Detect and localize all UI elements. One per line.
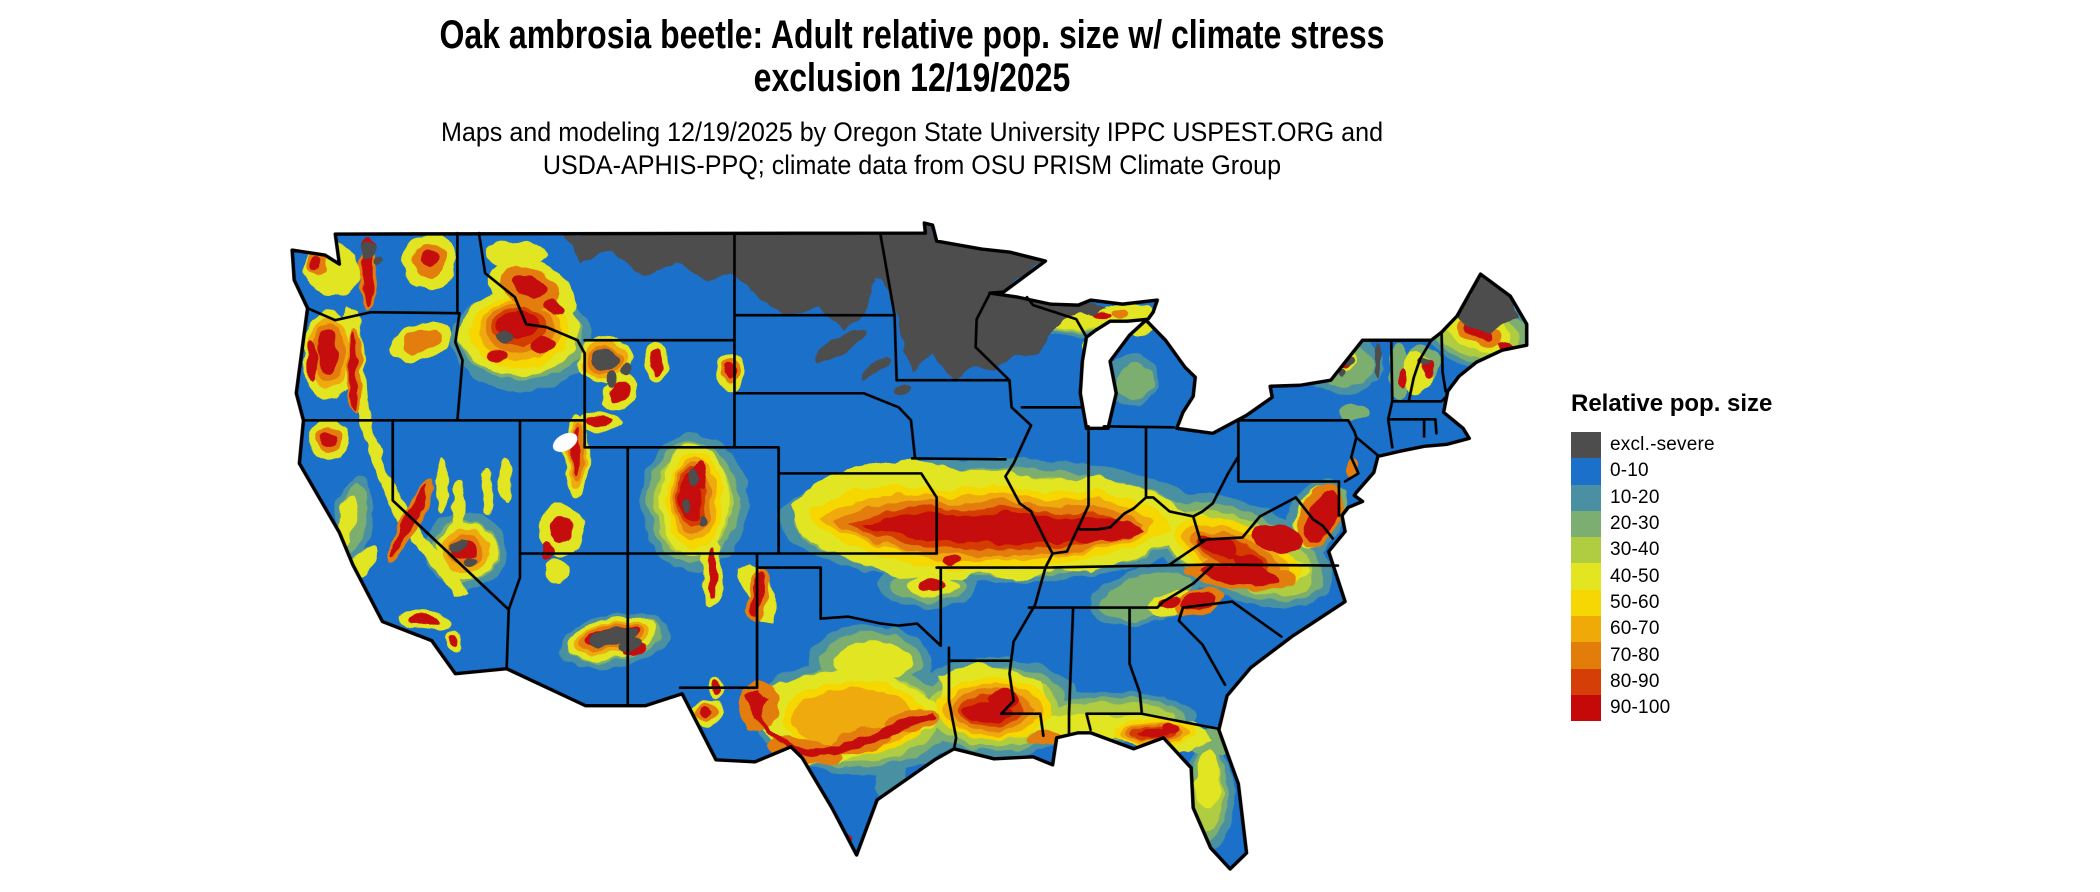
legend-item: 10-20	[1571, 484, 1831, 511]
legend-item: 70-80	[1571, 642, 1831, 669]
legend-label: 0-10	[1610, 460, 1649, 482]
page-title-line2: exclusion 12/19/2025	[753, 56, 1071, 100]
legend-label: 30-40	[1610, 539, 1660, 561]
legend: Relative pop. size excl.-severe 0-10 10-…	[1571, 390, 1831, 722]
legend-item: 30-40	[1571, 537, 1831, 564]
legend-label: 90-100	[1610, 697, 1671, 719]
legend-item: 80-90	[1571, 668, 1831, 695]
legend-swatch-70-80	[1571, 642, 1601, 669]
legend-item: 90-100	[1571, 694, 1831, 722]
legend-label: excl.-severe	[1610, 434, 1715, 456]
legend-swatch-90-100	[1571, 694, 1601, 722]
state-boundaries	[302, 231, 1447, 751]
page-subtitle: Maps and modeling 12/19/2025 by Oregon S…	[286, 116, 1538, 182]
legend-swatch-60-70	[1571, 616, 1601, 643]
legend-swatch-40-50	[1571, 563, 1601, 590]
legend-item: 50-60	[1571, 589, 1831, 617]
page-title-line1: Oak ambrosia beetle: Adult relative pop.…	[439, 13, 1385, 57]
legend-swatch-80-90	[1571, 668, 1601, 695]
great-salt-lake	[552, 432, 578, 452]
legend-swatch-50-60	[1571, 589, 1601, 617]
map-layer-excl-severe	[360, 223, 1518, 652]
legend-item: 20-30	[1571, 510, 1831, 538]
legend-swatch-20-30	[1571, 510, 1601, 538]
legend-item: 0-10	[1571, 458, 1831, 485]
legend-label: 20-30	[1610, 513, 1660, 535]
page-subtitle-line2: USDA-APHIS-PPQ; climate data from OSU PR…	[542, 150, 1282, 180]
legend-swatch-30-40	[1571, 537, 1601, 564]
legend-swatch-0-10	[1571, 458, 1601, 485]
legend-label: 50-60	[1610, 591, 1660, 613]
legend-title: Relative pop. size	[1571, 390, 1773, 417]
legend-label: 40-50	[1610, 565, 1660, 587]
legend-item: 40-50	[1571, 563, 1831, 590]
legend-label: 10-20	[1610, 486, 1660, 508]
legend-label: 70-80	[1610, 644, 1660, 666]
legend-item: excl.-severe	[1571, 432, 1831, 459]
legend-swatch-10-20	[1571, 484, 1601, 511]
legend-item: 60-70	[1571, 616, 1831, 643]
legend-label: 60-70	[1610, 618, 1660, 640]
us-climate-raster-map	[290, 221, 1529, 871]
legend-swatch-excl-severe	[1571, 432, 1601, 459]
legend-label: 80-90	[1610, 670, 1660, 692]
page-subtitle-line1: Maps and modeling 12/19/2025 by Oregon S…	[440, 117, 1384, 147]
header: Oak ambrosia beetle: Adult relative pop.…	[286, 14, 1538, 182]
